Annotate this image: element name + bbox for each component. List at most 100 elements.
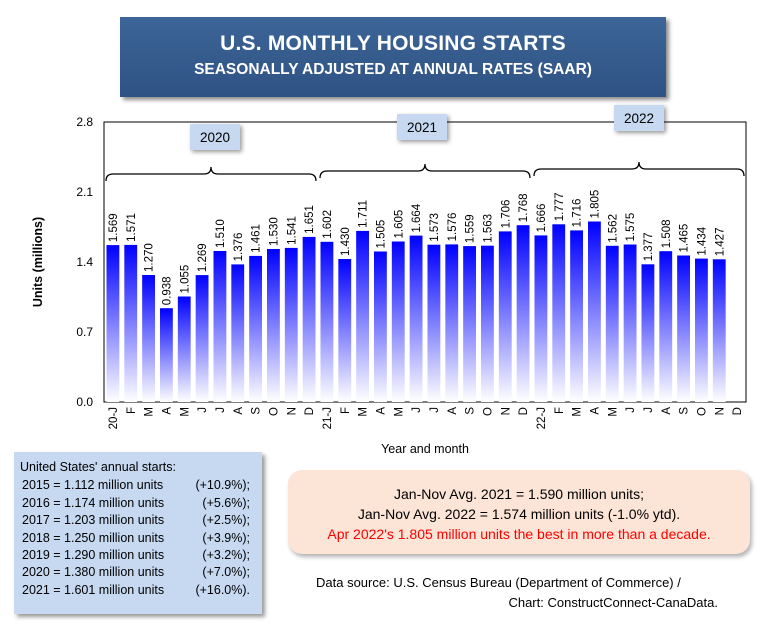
data-label: 1.573 <box>429 213 441 242</box>
bar <box>142 275 156 402</box>
bars <box>106 221 726 402</box>
data-label: 1.563 <box>482 214 494 243</box>
x-tick-label: F <box>340 407 352 414</box>
x-tick-label: S <box>251 407 263 415</box>
x-tick-label: O <box>268 407 280 416</box>
bar <box>677 255 691 402</box>
bar <box>694 258 708 402</box>
bar <box>159 308 173 402</box>
x-tick-label: A <box>447 407 459 415</box>
source-line-1: Data source: U.S. Census Bureau (Departm… <box>316 575 681 590</box>
bar <box>498 231 512 402</box>
annual-row: 2015 = 1.112 million units (+10.9%); <box>20 477 262 494</box>
bar <box>712 259 726 402</box>
chart-title: U.S. MONTHLY HOUSING STARTS <box>220 32 566 55</box>
bar <box>284 247 298 402</box>
annual-row-change: (+5.6%); <box>202 495 250 510</box>
annual-row-value: 2015 = 1.112 million units <box>22 478 164 493</box>
bar <box>231 264 245 402</box>
x-tick-label: M <box>607 407 619 417</box>
bar <box>427 244 441 402</box>
data-label: 1.666 <box>536 204 548 233</box>
data-label: 1.269 <box>197 243 209 272</box>
data-label: 1.530 <box>268 217 280 246</box>
x-tick-label: N <box>500 407 512 415</box>
annual-starts-box: United States' annual starts: 2015 = 1.1… <box>14 452 262 614</box>
x-tick-label: A <box>661 407 673 415</box>
x-tick-label: M <box>393 407 405 417</box>
x-tick-label: D <box>304 407 316 415</box>
data-label: 1.569 <box>108 213 120 242</box>
data-label: 1.664 <box>411 203 423 232</box>
year-label-box <box>614 105 664 131</box>
data-label: 1.270 <box>144 243 156 272</box>
annual-row: 2016 = 1.174 million units (+5.6%); <box>20 495 262 512</box>
bar <box>302 236 316 402</box>
bar <box>213 251 227 402</box>
data-label: 1.461 <box>251 224 263 253</box>
x-tick-label: 22-J <box>536 407 548 429</box>
bar <box>534 235 548 402</box>
bar <box>177 296 191 402</box>
data-label: 1.505 <box>375 220 387 249</box>
bar <box>587 221 601 402</box>
highlight-line: Apr 2022's 1.805 million units the best … <box>327 526 711 542</box>
year-brace <box>105 166 317 182</box>
year-brace <box>533 161 745 177</box>
bar <box>659 251 673 402</box>
year-brace <box>319 163 531 179</box>
x-tick-label: A <box>589 407 601 415</box>
x-tick-label: J <box>643 407 655 413</box>
data-label: 1.562 <box>607 214 619 243</box>
data-label: 1.576 <box>447 213 459 242</box>
data-label: 1.706 <box>500 200 512 229</box>
bar <box>463 246 477 402</box>
annual-row-value: 2020 = 1.380 million units <box>22 565 165 580</box>
data-label: 1.602 <box>322 210 334 239</box>
data-label: 1.427 <box>714 228 726 257</box>
x-tick-label: N <box>286 407 298 415</box>
x-axis-tick-labels: 20-J F M A M J J A S O N D 21-J F M A M J J A S O N D 22-J F M A M J J… <box>108 407 744 430</box>
data-label: 1.434 <box>696 226 708 255</box>
y-tick-label: 2.1 <box>76 185 93 199</box>
bar <box>266 249 280 402</box>
x-tick-label: N <box>714 407 726 415</box>
x-tick-label: S <box>465 407 477 415</box>
bar <box>480 245 494 402</box>
bar <box>124 244 138 402</box>
x-tick-label: F <box>126 407 138 414</box>
x-tick-label: J <box>625 407 637 413</box>
x-tick-label: A <box>161 407 173 415</box>
y-tick-label: 1.4 <box>76 255 93 269</box>
x-tick-label: O <box>482 407 494 416</box>
bar <box>641 264 655 402</box>
bar <box>623 244 637 402</box>
y-axis-label: Units (millions) <box>31 217 45 307</box>
bar <box>391 241 405 402</box>
bar <box>409 235 423 402</box>
data-label: 1.575 <box>625 213 637 242</box>
x-tick-label: D <box>732 407 744 415</box>
annual-row-change: (+3.2%); <box>202 547 250 562</box>
data-labels: 1.569 1.571 1.270 0.938 1.055 1.269 1.510 1.376… <box>108 190 726 305</box>
bar <box>356 230 370 402</box>
data-label: 1.559 <box>465 214 477 243</box>
data-label: 0.938 <box>161 276 173 305</box>
bar <box>338 259 352 402</box>
annual-row-value: 2016 = 1.174 million units <box>22 495 165 510</box>
annual-row-change: (+2.5%); <box>202 513 250 528</box>
data-label: 1.055 <box>179 265 191 294</box>
chart-title-banner: U.S. MONTHLY HOUSING STARTS SEASONALLY A… <box>120 17 666 97</box>
data-label: 1.541 <box>286 216 298 245</box>
x-tick-label: J <box>429 407 441 413</box>
x-tick-label: J <box>197 407 209 413</box>
y-tick-label: 0.7 <box>76 325 93 339</box>
annual-row: 2017 = 1.203 million units (+2.5%); <box>20 512 262 529</box>
year-braces: 2020 2021 2022 <box>105 105 745 182</box>
x-tick-label: O <box>696 407 708 416</box>
y-tick-label: 0.0 <box>76 395 93 409</box>
bar <box>516 225 530 402</box>
data-label: 1.377 <box>643 233 655 262</box>
data-label: 1.508 <box>661 219 673 248</box>
